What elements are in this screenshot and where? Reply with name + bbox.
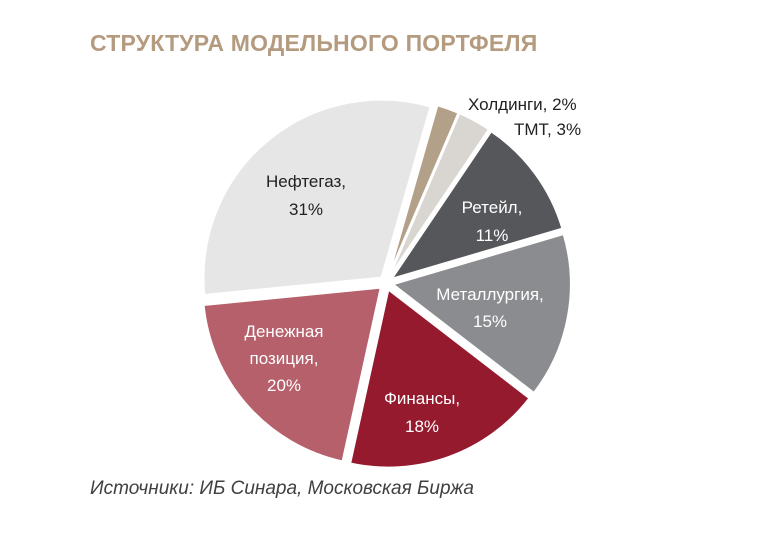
pie-slice-холдинги (387, 104, 460, 277)
label-finance-name: Финансы, (384, 389, 460, 408)
pie-slice-ретейл (389, 129, 564, 281)
chart-title: СТРУКТУРА МОДЕЛЬНОГО ПОРТФЕЛЯ (90, 30, 538, 56)
label-cash-name-1: Денежная (244, 322, 323, 341)
pie-slice-металлургия (390, 232, 572, 395)
label-retail-name: Ретейл, (462, 198, 523, 217)
label-finance-pct: 18% (405, 417, 439, 436)
label-metallurgy-pct: 15% (473, 312, 507, 331)
label-metallurgy-name: Металлургия, (436, 285, 544, 304)
label-retail-pct: 11% (476, 226, 509, 245)
pie-chart: Холдинги, 2% ТМТ, 3% Ретейл, 11% Металлу… (202, 95, 581, 469)
label-oil-name: Нефтегаз, (266, 172, 346, 191)
pie-slice-нефтегаз (202, 98, 432, 297)
pie-slice-тмт (388, 111, 491, 278)
source-note: Источники: ИБ Синара, Московская Биржа (90, 478, 474, 499)
label-tmt: ТМТ, 3% (514, 120, 581, 139)
pie-slice-денежная-позиция (202, 286, 383, 463)
label-oil-pct: 31% (289, 200, 323, 219)
label-cash-pct: 20% (267, 376, 301, 395)
label-holdings: Холдинги, 2% (468, 95, 577, 114)
label-cash-name-2: позиция, (250, 349, 319, 368)
pie-slice-финансы (348, 287, 531, 469)
